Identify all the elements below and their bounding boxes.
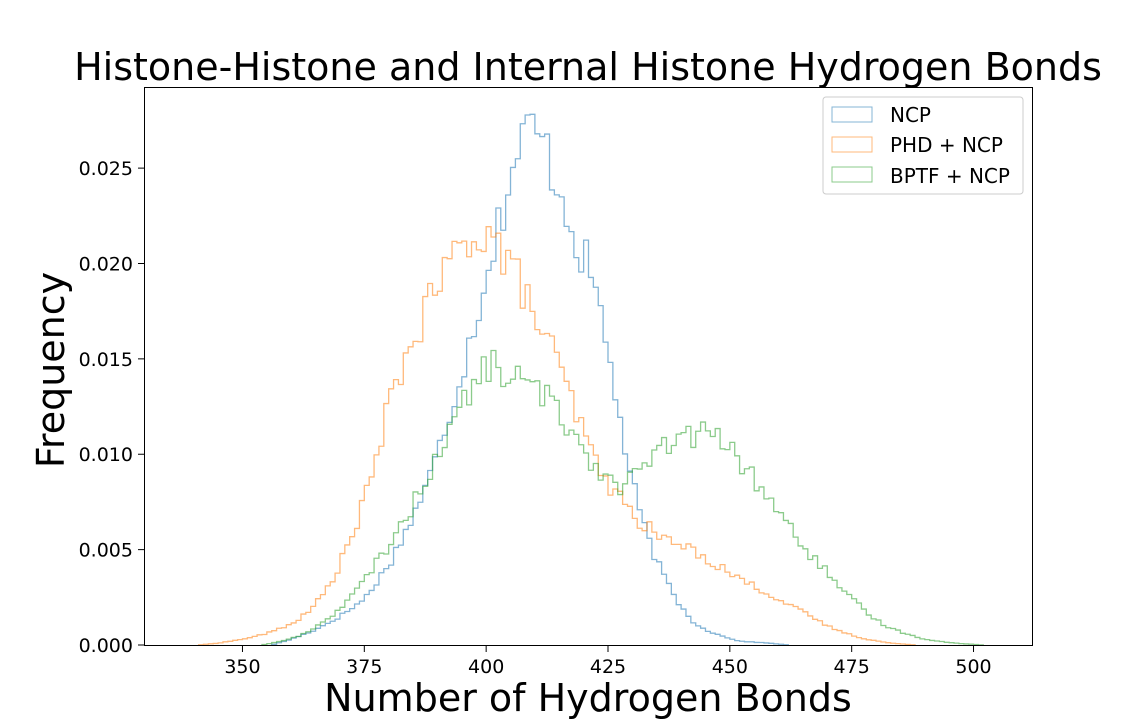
series-phd-ncp — [197, 226, 916, 646]
series-ncp — [271, 113, 789, 646]
legend-item-bptf-ncp: BPTF + NCP — [831, 164, 1010, 188]
legend-label-ncp: NCP — [890, 103, 931, 127]
series-layer — [197, 113, 984, 646]
y-tick-label: 0.020 — [79, 253, 133, 275]
legend-label-phd-ncp: PHD + NCP — [890, 133, 1003, 157]
legend-frame — [822, 96, 1024, 195]
x-tick-label: 400 — [468, 656, 504, 678]
chart-title: Histone-Histone and Internal Histone Hyd… — [74, 45, 1102, 89]
x-tick-label: 450 — [712, 656, 748, 678]
legend: NCP PHD + NCP BPTF + NCP — [822, 96, 1024, 195]
x-tick-label: 375 — [346, 656, 382, 678]
legend-item-phd-ncp: PHD + NCP — [831, 133, 1003, 157]
legend-item-ncp: NCP — [831, 103, 931, 127]
x-axis-title: Number of Hydrogen Bonds — [324, 676, 852, 720]
series-bptf-ncp — [261, 349, 984, 646]
x-tick-label: 425 — [590, 656, 626, 678]
x-tick-label: 475 — [834, 656, 870, 678]
x-tick-label: 350 — [224, 656, 260, 678]
y-tick-label: 0.025 — [79, 158, 133, 180]
y-axis-ticks: 0.000 0.005 0.010 0.015 0.020 0.025 — [79, 158, 145, 657]
y-tick-label: 0.010 — [79, 444, 133, 466]
x-axis-ticks: 350 375 400 425 450 475 500 — [224, 645, 992, 678]
legend-swatch-ncp — [831, 106, 873, 123]
y-tick-label: 0.005 — [79, 540, 133, 562]
legend-swatch-bptf-ncp — [831, 166, 873, 183]
axes-frame — [144, 87, 1033, 646]
plot-area — [144, 87, 1033, 646]
y-tick-label: 0.015 — [79, 349, 133, 371]
x-tick-label: 500 — [955, 656, 991, 678]
y-axis-title: Frequency — [29, 272, 73, 468]
y-tick-label: 0.000 — [79, 635, 133, 657]
legend-label-bptf-ncp: BPTF + NCP — [890, 164, 1010, 188]
legend-swatch-phd-ncp — [831, 136, 873, 153]
